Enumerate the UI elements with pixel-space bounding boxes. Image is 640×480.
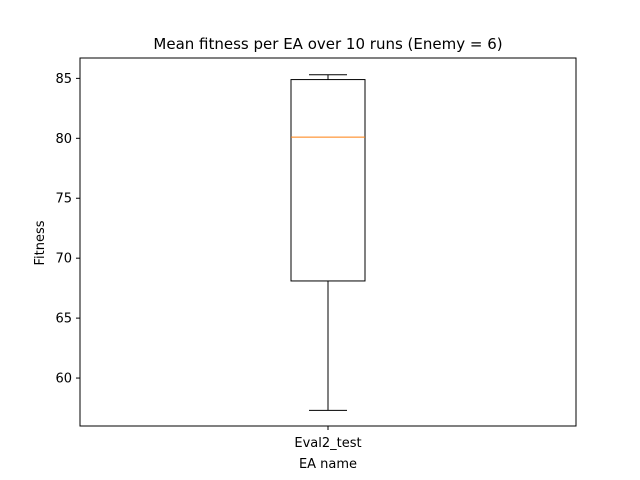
y-tick-label: 75	[55, 192, 72, 207]
y-tick-label: 65	[55, 312, 72, 327]
y-tick-label: 80	[55, 132, 72, 147]
chart-title: Mean fitness per EA over 10 runs (Enemy …	[153, 35, 502, 53]
x-axis-label: EA name	[299, 457, 357, 472]
y-axis-label: Fitness	[33, 220, 48, 265]
x-tick-label: Eval2_test	[294, 436, 361, 451]
y-tick-label: 70	[55, 252, 72, 267]
y-tick-label: 85	[55, 72, 72, 87]
box-iqr	[290, 79, 366, 282]
plot-area: 60 65 70 75 80 85 Eval2_test	[55, 57, 577, 451]
y-tick-label: 60	[55, 372, 72, 387]
